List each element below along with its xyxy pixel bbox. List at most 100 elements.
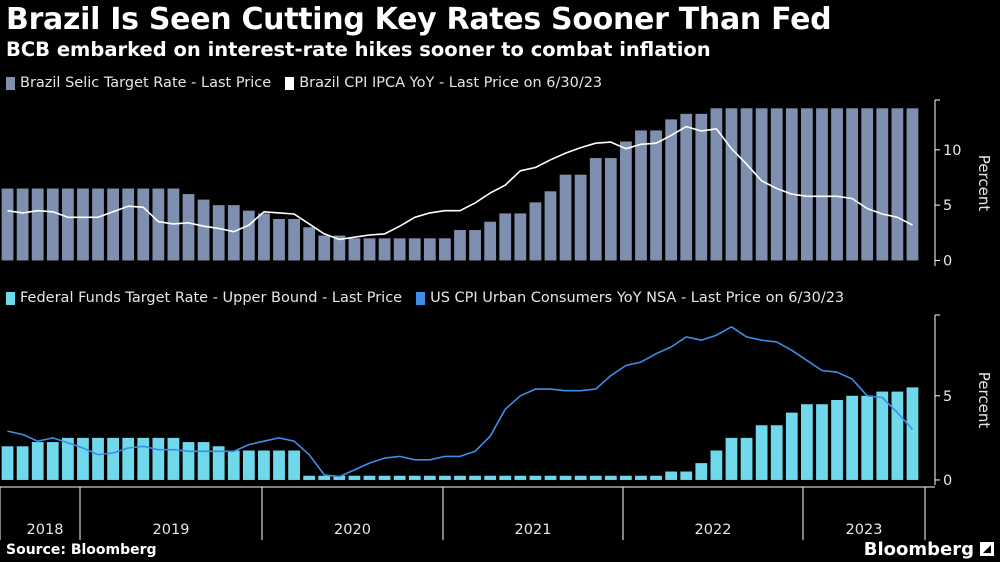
bar-brazil <box>846 108 859 261</box>
bar-brazil <box>408 238 421 261</box>
bar-brazil <box>620 141 632 261</box>
y-tick-label: 0 <box>943 253 952 269</box>
bar-brazil <box>529 202 542 261</box>
bar-us <box>469 475 481 480</box>
legend-label-fedfunds: Federal Funds Target Rate - Upper Bound … <box>20 290 403 306</box>
bar-us <box>589 475 602 480</box>
x-axis: 2018 2019 2020 2021 2022 2023 <box>0 486 935 540</box>
chart-subtitle: BCB embarked on interest-rate hikes soon… <box>6 38 711 61</box>
bar-us <box>378 475 391 480</box>
bar-us <box>876 391 889 480</box>
bar-us <box>423 475 436 480</box>
chart-title: Brazil Is Seen Cutting Key Rates Sooner … <box>6 2 832 37</box>
source-note: Source: Bloomberg <box>6 542 157 558</box>
bar-brazil <box>499 213 512 261</box>
bar-brazil <box>92 188 104 261</box>
bar-us <box>695 463 708 480</box>
bar-us <box>333 475 346 480</box>
bar-us <box>31 442 44 480</box>
y-tick-label: 5 <box>943 389 952 405</box>
bar-brazil <box>61 188 74 261</box>
bar-us <box>61 437 74 480</box>
bar-us <box>514 475 527 480</box>
bar-us <box>635 475 647 480</box>
bar-us <box>680 471 693 480</box>
x-tick-label: 2020 <box>334 522 371 538</box>
bar-us <box>258 450 270 480</box>
plot-us <box>1 325 919 480</box>
bar-us <box>710 450 723 480</box>
legend-top: Brazil Selic Target Rate - Last Price Br… <box>6 75 602 91</box>
bar-brazil <box>469 230 481 261</box>
bar-us <box>725 437 738 480</box>
bar-us <box>303 475 316 480</box>
x-tick-label: 2019 <box>153 522 190 538</box>
bar-us <box>801 404 813 480</box>
bar-us <box>454 475 466 480</box>
line-us <box>7 325 914 478</box>
bar-brazil <box>107 188 119 261</box>
x-tick-label: 2021 <box>515 522 552 538</box>
bar-brazil <box>242 210 255 261</box>
y-axis-title-us: Percent <box>975 372 993 429</box>
bar-us <box>544 475 557 480</box>
bar-brazil <box>227 205 240 261</box>
bar-brazil <box>906 108 919 261</box>
bar-us <box>604 475 617 480</box>
bar-us <box>273 450 285 480</box>
bar-us <box>650 475 662 480</box>
legend-swatch-selic <box>6 76 15 90</box>
legend-label-uscpi: US CPI Urban Consumers YoY NSA - Last Pr… <box>430 290 845 306</box>
bar-brazil <box>1 188 14 261</box>
y-axis-us: 0 5 Percent <box>934 314 993 489</box>
bar-brazil <box>559 174 572 261</box>
bar-us <box>212 446 225 480</box>
bar-us <box>831 400 843 480</box>
bar-us <box>393 475 406 480</box>
bar-us <box>816 404 828 480</box>
bar-us <box>559 475 572 480</box>
bar-us <box>137 437 150 480</box>
y-tick-label: 5 <box>943 198 952 214</box>
bar-us <box>227 450 240 480</box>
y-axis-title-brazil: Percent <box>975 155 993 212</box>
bar-brazil <box>303 227 316 261</box>
bar-brazil <box>650 130 662 261</box>
bar-brazil <box>680 113 693 261</box>
bar-us <box>122 437 135 480</box>
bar-us <box>46 442 59 480</box>
bar-brazil <box>46 188 59 261</box>
bar-us <box>363 475 376 480</box>
legend-label-ipca: Brazil CPI IPCA YoY - Last Price on 6/30… <box>299 75 603 91</box>
bar-brazil <box>710 108 723 261</box>
x-tick-label: 2023 <box>846 522 883 538</box>
bar-us <box>107 437 119 480</box>
bar-brazil <box>288 218 300 261</box>
x-tick-label: 2022 <box>695 522 732 538</box>
bar-us <box>167 437 180 480</box>
plot-brazil <box>1 108 919 261</box>
legend-swatch-ipca <box>285 76 295 90</box>
bar-us <box>318 475 331 480</box>
bar-us <box>755 425 768 480</box>
bar-us <box>242 450 255 480</box>
brand-logo: Bloomberg <box>863 539 974 560</box>
bar-us <box>92 437 104 480</box>
bar-brazil <box>273 218 285 261</box>
bar-us <box>408 475 421 480</box>
bar-brazil <box>318 235 331 261</box>
bar-us <box>620 475 632 480</box>
bar-us <box>770 425 783 480</box>
bar-us <box>197 442 210 480</box>
bar-brazil <box>801 108 813 261</box>
bar-brazil <box>152 188 165 261</box>
bar-brazil <box>77 188 89 261</box>
bar-us <box>439 475 451 480</box>
bar-brazil <box>182 194 195 261</box>
bar-us <box>891 391 904 480</box>
bar-us <box>16 446 29 480</box>
y-tick-label: 0 <box>943 473 952 489</box>
bar-brazil <box>785 108 798 261</box>
bar-brazil <box>544 191 557 261</box>
